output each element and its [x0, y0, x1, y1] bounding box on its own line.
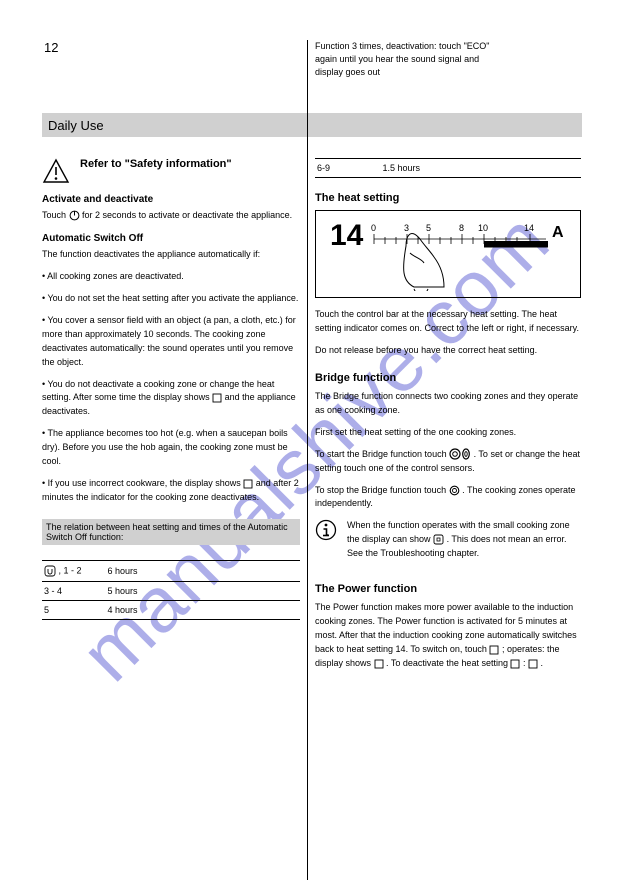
- display-square-icon: [243, 479, 253, 489]
- activate-heading: Activate and deactivate: [42, 194, 300, 205]
- seg: To start the Bridge function touch: [315, 449, 449, 459]
- section-header: Daily Use: [42, 113, 582, 137]
- heat-heading: The heat setting: [315, 192, 581, 204]
- tick-label: 5: [426, 223, 431, 233]
- autoswitch-intro: The function deactivates the appliance a…: [42, 248, 300, 262]
- display-number: 14: [330, 219, 364, 252]
- warning-text: Refer to "Safety information": [80, 158, 300, 170]
- bullet-5: • The appliance becomes too hot (e.g. wh…: [42, 427, 300, 469]
- cell: , 1 - 2: [44, 565, 108, 577]
- table-head: The relation between heat setting and ti…: [42, 519, 300, 545]
- segment: for 2 seconds to activate or deactivate …: [82, 210, 292, 220]
- ruler: 0 3 5 8 10 14 A: [371, 223, 564, 291]
- table-row: 3 - 4 5 hours: [42, 582, 300, 601]
- power-icon: [69, 210, 80, 221]
- seg: To stop the Bridge function touch: [315, 485, 449, 495]
- tick-label: 14: [524, 223, 534, 233]
- bridge-icon: [449, 485, 460, 496]
- cell: 6 hours: [108, 566, 299, 576]
- bridge-body4: To stop the Bridge function touch . The …: [315, 484, 581, 512]
- left-column: Refer to "Safety information" Activate a…: [42, 158, 300, 620]
- table-row: , 1 - 2 6 hours: [42, 561, 300, 582]
- header-continuation: Function 3 times, deactivation: touch "E…: [315, 40, 585, 79]
- power-square-icon: [489, 645, 499, 655]
- heat-body1: Touch the control bar at the necessary h…: [315, 308, 581, 336]
- bullet-4: • You do not deactivate a cooking zone o…: [42, 378, 300, 420]
- table-row: 5 4 hours: [42, 601, 300, 620]
- bridge-icon: [449, 448, 471, 460]
- section-title: Daily Use: [48, 118, 104, 133]
- cell: 1.5 hours: [383, 163, 580, 173]
- bridge-heading: Bridge function: [315, 372, 581, 384]
- finger-icon: [404, 233, 444, 291]
- header-line2: again until you hear the sound signal an…: [315, 53, 585, 66]
- cell: 5 hours: [108, 586, 299, 596]
- u-icon: [44, 565, 56, 577]
- seg: • If you use incorrect cookware, the dis…: [42, 478, 243, 488]
- bullet-6: • If you use incorrect cookware, the dis…: [42, 477, 300, 505]
- bridge-body1: The Bridge function connects two cooking…: [315, 390, 581, 418]
- cell: 6-9: [317, 163, 383, 173]
- warning-icon: [42, 158, 70, 184]
- column-divider: [307, 40, 308, 880]
- cell: 5: [44, 605, 108, 615]
- bullet-3: • You cover a sensor field with an objec…: [42, 314, 300, 370]
- tick-label: 0: [371, 223, 376, 233]
- header-line1: Function 3 times, deactivation: touch "E…: [315, 40, 585, 53]
- switchoff-table: The relation between heat setting and ti…: [42, 519, 300, 620]
- display-square-icon: [528, 659, 538, 669]
- header-line3: display goes out: [315, 66, 585, 79]
- bridge-body3: To start the Bridge function touch . To …: [315, 448, 581, 476]
- tick-label: 8: [459, 223, 464, 233]
- table-row-cont: 6-9 1.5 hours: [315, 158, 581, 178]
- info-icon: [315, 519, 337, 541]
- tick-label: 3: [404, 223, 409, 233]
- power-body: The Power function makes more power avai…: [315, 601, 581, 671]
- autoswitch-heading: Automatic Switch Off: [42, 233, 300, 244]
- heat-bar: [484, 241, 548, 248]
- heat-diagram-svg: 14: [324, 217, 570, 291]
- table-row: [42, 545, 300, 561]
- bridge-body2: First set the heat setting of the one co…: [315, 426, 581, 440]
- cell: 4 hours: [108, 605, 299, 615]
- power-heading: The Power function: [315, 583, 581, 595]
- heat-diagram: 14: [315, 210, 581, 298]
- bullet-2: • You do not set the heat setting after …: [42, 292, 300, 306]
- display-square-icon: [374, 659, 384, 669]
- seg: , 1 - 2: [59, 565, 82, 575]
- heat-body2: Do not release before you have the corre…: [315, 344, 581, 358]
- activate-body: Touch for 2 seconds to activate or deact…: [42, 209, 300, 223]
- right-column: 6-9 1.5 hours The heat setting 14: [315, 158, 581, 679]
- info-note: When the function operates with the smal…: [347, 519, 581, 561]
- seg: .: [541, 658, 544, 668]
- tick-label: 10: [478, 223, 488, 233]
- bullet-1: • All cooking zones are deactivated.: [42, 270, 300, 284]
- page-number: 12: [44, 40, 58, 55]
- display-square-icon: [212, 393, 222, 403]
- cell: 3 - 4: [44, 586, 108, 596]
- right-letter: A: [552, 224, 564, 241]
- segment: Touch: [42, 210, 69, 220]
- seg: . To deactivate the heat setting: [386, 658, 510, 668]
- display-square-icon: [433, 534, 444, 545]
- display-square-icon: [510, 659, 520, 669]
